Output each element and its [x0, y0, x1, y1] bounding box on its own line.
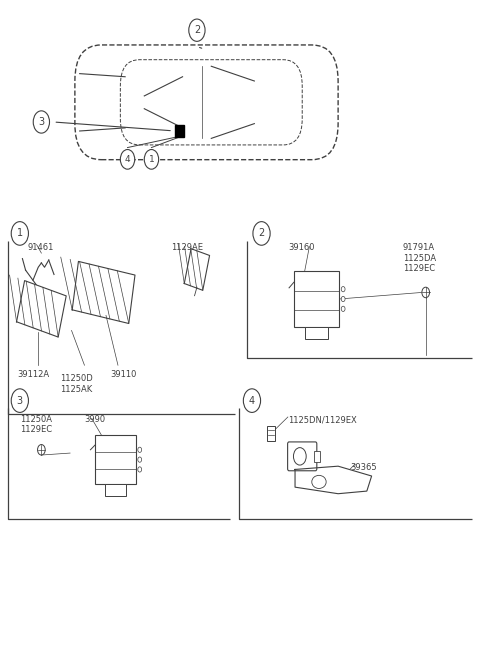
Text: 2: 2	[194, 25, 200, 35]
Circle shape	[138, 447, 142, 453]
Circle shape	[243, 389, 261, 413]
FancyBboxPatch shape	[288, 442, 317, 471]
Text: 2: 2	[258, 229, 264, 238]
Text: 1125DN/1129EX: 1125DN/1129EX	[288, 415, 357, 424]
Bar	[95, 435, 136, 484]
Ellipse shape	[312, 476, 326, 488]
Bar	[175, 125, 184, 137]
Circle shape	[138, 457, 142, 463]
Text: 1129AE: 1129AE	[170, 243, 203, 252]
Circle shape	[189, 19, 205, 41]
Circle shape	[253, 221, 270, 245]
Circle shape	[144, 150, 158, 170]
Text: 3: 3	[17, 396, 23, 405]
Text: 91461: 91461	[27, 243, 53, 252]
Text: 4: 4	[125, 155, 131, 164]
Circle shape	[422, 287, 430, 298]
Text: 39160: 39160	[288, 243, 314, 252]
Circle shape	[33, 111, 49, 133]
Bar	[305, 327, 328, 338]
Circle shape	[341, 286, 345, 292]
Text: 39110: 39110	[110, 370, 136, 379]
Text: 1: 1	[17, 229, 23, 238]
Text: 91791A
1125DA
1129EC: 91791A 1125DA 1129EC	[403, 243, 436, 273]
Circle shape	[293, 447, 306, 465]
Text: 39365: 39365	[350, 463, 377, 472]
Circle shape	[341, 306, 345, 311]
Text: 4: 4	[249, 396, 255, 405]
Circle shape	[120, 150, 135, 170]
FancyBboxPatch shape	[120, 60, 302, 145]
Text: 11250A
1129EC: 11250A 1129EC	[20, 415, 52, 434]
FancyBboxPatch shape	[267, 426, 275, 441]
Circle shape	[11, 221, 28, 245]
Text: 39360: 39360	[288, 445, 314, 454]
Circle shape	[341, 296, 345, 302]
Bar	[106, 484, 126, 496]
Bar	[314, 451, 320, 462]
Circle shape	[37, 445, 45, 455]
Text: 3: 3	[38, 117, 45, 127]
Circle shape	[138, 467, 142, 472]
Text: 1: 1	[149, 155, 155, 164]
Circle shape	[11, 389, 28, 413]
Polygon shape	[295, 466, 372, 493]
Bar	[294, 271, 339, 327]
Text: 11250D
1125AK: 11250D 1125AK	[60, 374, 93, 394]
Text: 3990: 3990	[84, 415, 106, 424]
Text: 39112A: 39112A	[17, 370, 49, 379]
FancyBboxPatch shape	[75, 45, 338, 160]
